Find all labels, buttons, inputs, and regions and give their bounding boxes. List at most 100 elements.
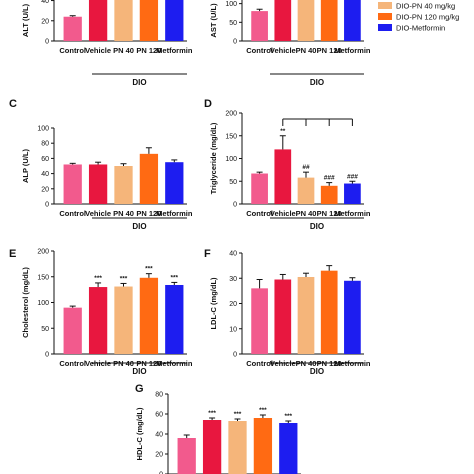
bar-vehicle	[88, 0, 108, 41]
y-tick-label: 80	[155, 392, 163, 399]
bar-control	[251, 173, 268, 204]
y-tick-label: 40	[229, 251, 237, 258]
category-label: Control	[59, 46, 86, 55]
bar-pn-120	[139, 277, 159, 354]
y-axis-label: Triglyceride (mg/dL)	[209, 122, 218, 194]
bar-control	[251, 11, 268, 41]
y-axis-label: Cholesterol (mg/dL)	[21, 267, 30, 338]
y-tick-label: 40	[41, 0, 49, 5]
significance-label: ##	[302, 164, 310, 171]
bar-metformin	[165, 0, 184, 41]
bar-pn-40	[297, 0, 315, 41]
significance-label: ###	[324, 175, 335, 182]
panel-e: 0 50 100 150 200 Cholesterol (mg/dL) E Control *…	[9, 248, 193, 376]
bar-pn-120	[320, 0, 338, 41]
bar-control	[63, 307, 82, 354]
bar-vehicle	[88, 164, 108, 204]
bar-metformin	[279, 423, 298, 474]
category-label: PN 120	[136, 209, 161, 218]
group-label: DIO	[132, 222, 146, 231]
panel-label: E	[9, 248, 16, 260]
bar-metformin	[344, 0, 361, 41]
y-axis-label: LDL-C (mg/dL)	[209, 277, 218, 330]
y-tick-label: 20	[155, 452, 163, 459]
y-tick-label: 0	[159, 472, 163, 474]
group-label: DIO	[310, 78, 324, 87]
significance-label: ***	[171, 274, 179, 281]
y-tick-label: 30	[229, 276, 237, 283]
category-label: PN 120	[317, 209, 342, 218]
y-axis-label: HDL-C (mg/dL)	[135, 407, 144, 460]
category-label: Metformin	[156, 46, 193, 55]
y-tick-label: 100	[37, 300, 49, 307]
y-tick-label: 100	[37, 126, 49, 133]
significance-label: **	[280, 128, 286, 135]
y-tick-label: 20	[41, 18, 49, 25]
bar-pn-120	[253, 418, 273, 474]
y-tick-label: 20	[41, 186, 49, 193]
bar-pn-40	[297, 276, 315, 354]
bar-control	[63, 164, 82, 204]
bar-control	[251, 288, 268, 354]
y-tick-label: 50	[229, 20, 237, 27]
y-tick-label: 0	[45, 39, 49, 46]
y-tick-label: 40	[155, 432, 163, 439]
group-label: DIO	[310, 367, 324, 376]
y-tick-label: 60	[41, 156, 49, 163]
y-tick-label: 50	[41, 326, 49, 333]
y-tick-label: 200	[37, 249, 49, 256]
y-tick-label: 60	[155, 412, 163, 419]
bar-pn-40	[228, 421, 247, 474]
category-label: Control	[59, 209, 86, 218]
category-label: Vehicle	[270, 209, 296, 218]
y-tick-label: 150	[225, 133, 237, 140]
bar-pn-120	[320, 270, 338, 354]
category-label: PN 120	[317, 46, 342, 55]
category-label: PN 40	[296, 209, 317, 218]
legend-swatch	[378, 2, 392, 9]
y-tick-label: 80	[41, 141, 49, 148]
bar-pn-120	[139, 153, 159, 204]
bar-pn-40	[114, 286, 133, 354]
bar-vehicle	[202, 420, 222, 474]
y-axis-label: ALP (U/L)	[21, 148, 30, 183]
significance-label: ***	[259, 407, 267, 414]
bar-vehicle	[274, 149, 292, 204]
panel-label: G	[135, 383, 144, 395]
y-tick-label: 0	[45, 352, 49, 359]
bar-metformin	[165, 162, 184, 204]
category-label: Control	[59, 359, 86, 368]
group-label: DIO	[132, 78, 146, 87]
category-label: PN 40	[113, 46, 134, 55]
category-label: Vehicle	[270, 46, 296, 55]
bar-vehicle	[88, 287, 108, 354]
bar-pn-40	[114, 166, 133, 204]
y-tick-label: 0	[233, 39, 237, 46]
bar-pn-120	[139, 0, 159, 41]
y-tick-label: 200	[225, 111, 237, 118]
bar-metformin	[344, 280, 361, 354]
legend-swatch	[378, 24, 392, 31]
y-axis-label: AST (U/L)	[209, 3, 218, 38]
bar-pn-120	[320, 185, 338, 204]
panel-label: D	[204, 98, 212, 110]
category-label: Control	[246, 209, 273, 218]
y-axis-label: ALT (U/L)	[21, 3, 30, 37]
y-tick-label: 100	[225, 1, 237, 8]
category-label: Control	[246, 359, 273, 368]
category-label: PN 40	[296, 46, 317, 55]
group-label: DIO	[310, 222, 324, 231]
significance-label: ***	[208, 410, 216, 417]
significance-label: ***	[145, 266, 153, 273]
significance-label: ***	[94, 275, 102, 282]
panel-label: F	[204, 248, 211, 260]
y-tick-label: 100	[225, 156, 237, 163]
panel-a: 0 20 40 ALT (U/L) Control Vehicle PN 40 PN 120M…	[21, 0, 193, 87]
legend-label: DIO-Metformin	[396, 24, 445, 33]
panel-g: 020406080HDL-C (mg/dL)GControl***Vehicle…	[135, 383, 307, 474]
bar-control	[63, 16, 82, 41]
category-label: Metformin	[156, 209, 193, 218]
